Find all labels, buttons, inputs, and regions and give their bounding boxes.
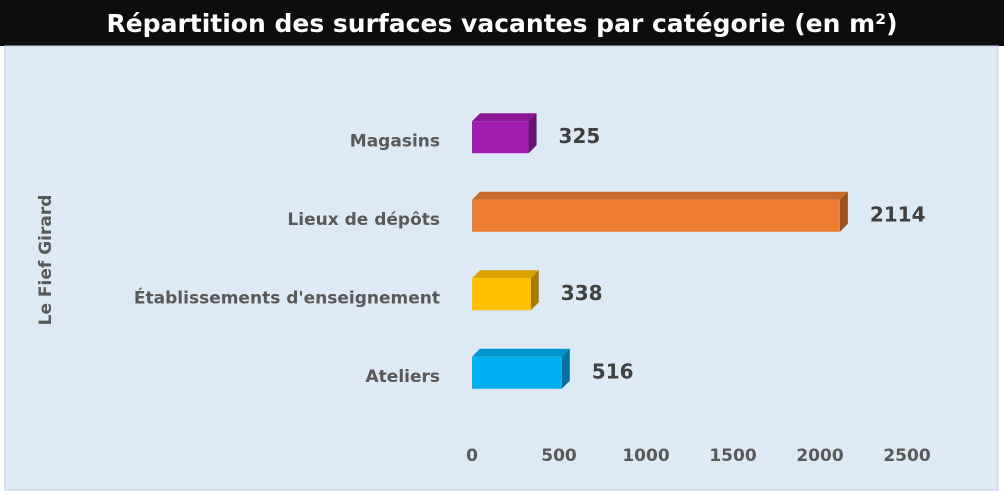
x-tick-label: 2000: [796, 446, 843, 466]
x-tick-label: 500: [541, 446, 577, 466]
bar: [472, 199, 840, 232]
bar: [472, 356, 562, 389]
y-tick-label: Établissements d'enseignement: [134, 286, 440, 308]
x-tick-label: 1500: [709, 446, 756, 466]
plot-area: [4, 45, 999, 491]
bar-side: [561, 348, 570, 389]
x-tick-label: 0: [466, 446, 478, 466]
bar-top: [472, 191, 848, 200]
bar-side: [530, 270, 539, 311]
bar: [472, 121, 529, 154]
bar-top: [472, 270, 539, 279]
value-label: 325: [559, 124, 601, 148]
value-label: 338: [561, 281, 603, 305]
bar-side: [839, 191, 848, 232]
bar-side: [528, 113, 537, 154]
x-tick-label: 1000: [622, 446, 669, 466]
value-label: 2114: [870, 202, 926, 226]
bar: [472, 278, 531, 311]
y-tick-label: Ateliers: [366, 367, 441, 387]
title-bar: [0, 0, 1004, 46]
chart-title: Répartition des surfaces vacantes par ca…: [106, 9, 897, 38]
bar-top: [472, 113, 537, 122]
bar-top: [472, 348, 570, 357]
y-tick-label: Lieux de dépôts: [287, 210, 440, 230]
y-tick-label: Magasins: [350, 131, 440, 151]
value-label: 516: [592, 359, 634, 383]
y-axis-label: Le Fief Girard: [36, 195, 56, 326]
x-tick-label: 2500: [883, 446, 930, 466]
